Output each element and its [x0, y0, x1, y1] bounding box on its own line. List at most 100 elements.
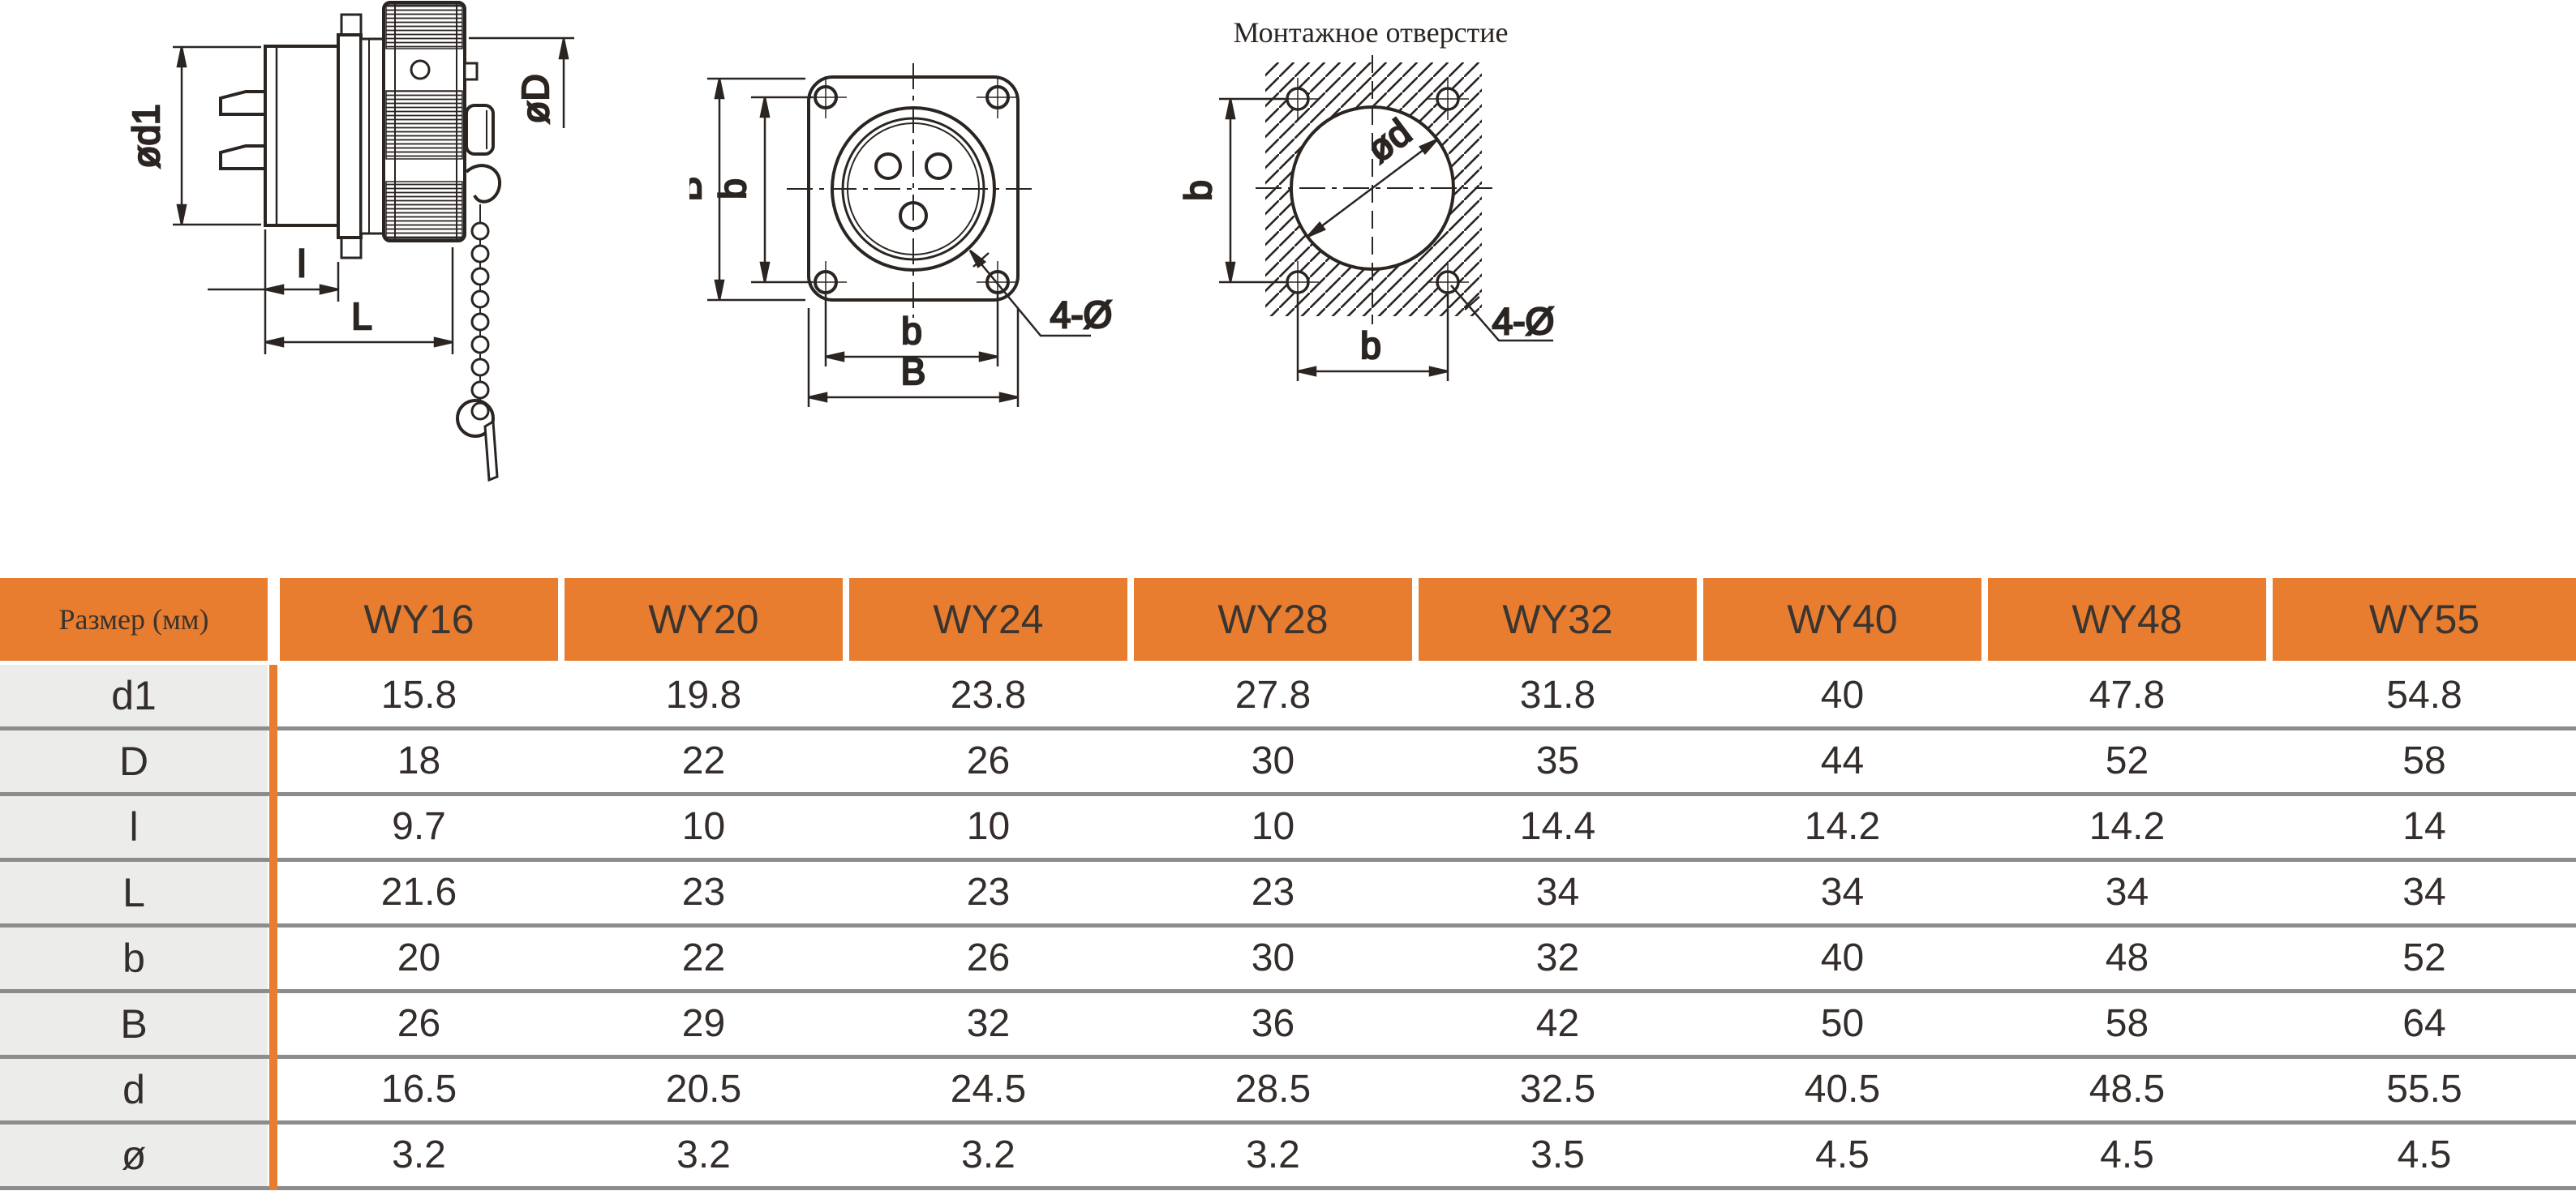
value-cell: 16.5 — [380, 1068, 457, 1111]
value-cell: 48.5 — [2089, 1068, 2166, 1111]
dim-label-B-bottom: B — [901, 350, 926, 392]
col-header-wy24: WY24 — [849, 578, 1127, 661]
value-cell: 36 — [1251, 1002, 1295, 1045]
value-cell: 22 — [681, 936, 726, 979]
col-header-wy40: WY40 — [1703, 578, 1981, 661]
value-cell: 40.5 — [1804, 1068, 1881, 1111]
value-cell: 30 — [1251, 739, 1295, 782]
value-cell: 23 — [1251, 871, 1295, 914]
holes-callout-label: 4-Ø — [1050, 293, 1113, 336]
value-cell: 26 — [966, 936, 1011, 979]
dimensions-table: Размер (мм) WY16 WY20 WY24 WY28 WY32 WY4… — [0, 578, 2576, 1190]
value-cell: 32 — [966, 1002, 1011, 1045]
value-cell: 9.7 — [392, 805, 446, 848]
table-row-diameter: ø 3.2 3.2 3.2 3.2 3.5 4.5 4.5 4.5 — [0, 1125, 2576, 1190]
value-cell: 10 — [1251, 805, 1295, 848]
dim-label-b-left: b — [711, 178, 753, 199]
table-row-d1: d1 15.8 19.8 23.8 27.8 31.8 40 47.8 54.8 — [0, 665, 2576, 730]
dust-cap-chain — [456, 164, 502, 482]
col-header-wy20: WY20 — [565, 578, 843, 661]
row-label: d — [0, 1059, 268, 1120]
value-cell: 20 — [397, 936, 441, 979]
dim-label-d1: ød1 — [125, 104, 167, 168]
row-label: ø — [0, 1125, 268, 1186]
value-cell: 47.8 — [2089, 674, 2166, 717]
mounting-hole-drawing: Монтажное отверстие b b — [1176, 16, 1556, 381]
value-cell: 34 — [2105, 871, 2149, 914]
value-cell: 31.8 — [1519, 674, 1596, 717]
table-row-b: b 20 22 26 30 32 40 48 52 — [0, 928, 2576, 993]
col-header-wy16: WY16 — [280, 578, 558, 661]
row-label: L — [0, 862, 268, 923]
value-cell: 15.8 — [380, 674, 457, 717]
table-header-size-label: Размер (мм) — [0, 578, 268, 661]
value-cell: 29 — [681, 1002, 726, 1045]
value-cell: 27.8 — [1234, 674, 1312, 717]
table-accent-stripe — [269, 665, 277, 1190]
value-cell: 48 — [2105, 936, 2149, 979]
dim-label-b-bottom: b — [901, 310, 922, 352]
value-cell: 3.2 — [676, 1133, 731, 1176]
value-cell: 20.5 — [665, 1068, 742, 1111]
flange-front-view-drawing: B b b B 4-Ø — [689, 63, 1114, 407]
table-row-d: d 16.5 20.5 24.5 28.5 32.5 40.5 48.5 55.… — [0, 1059, 2576, 1125]
value-cell: 3.2 — [1246, 1133, 1300, 1176]
row-label: b — [0, 928, 268, 989]
value-cell: 3.2 — [392, 1133, 446, 1176]
value-cell: 58 — [2402, 739, 2446, 782]
pin-hole — [874, 152, 902, 180]
value-cell: 64 — [2402, 1002, 2446, 1045]
table-row-L: L 21.6 23 23 23 34 34 34 34 — [0, 862, 2576, 928]
side-view-dimensions: ød1 øD l L — [124, 36, 574, 354]
value-cell: 24.5 — [950, 1068, 1027, 1111]
dim-label-b-bottom: b — [1360, 324, 1381, 366]
value-cell: 19.8 — [665, 674, 742, 717]
dim-label-L: L — [351, 295, 372, 337]
row-label: d1 — [0, 665, 268, 726]
value-cell: 3.2 — [961, 1133, 1015, 1176]
value-cell: 32.5 — [1519, 1068, 1596, 1111]
row-label: B — [0, 993, 268, 1055]
value-cell: 34 — [2402, 871, 2446, 914]
flange-face — [787, 63, 1038, 318]
table-row-D: D 18 22 26 30 35 44 52 58 — [0, 730, 2576, 796]
value-cell: 40 — [1820, 936, 1865, 979]
table-row-l: l 9.7 10 10 10 14.4 14.2 14.2 14 — [0, 796, 2576, 862]
value-cell: 52 — [2105, 739, 2149, 782]
panel-cutout — [1256, 55, 1492, 324]
table-row-B: B 26 29 32 36 42 50 58 64 — [0, 993, 2576, 1059]
dim-label-b-left: b — [1177, 180, 1219, 201]
value-cell: 34 — [1820, 871, 1865, 914]
row-label: D — [0, 730, 268, 792]
value-cell: 14.4 — [1519, 805, 1596, 848]
value-cell: 3.5 — [1531, 1133, 1585, 1176]
pin-blade — [219, 90, 267, 116]
value-cell: 14 — [2402, 805, 2446, 848]
value-cell: 22 — [681, 739, 726, 782]
value-cell: 18 — [397, 739, 441, 782]
dim-label-D: øD — [514, 74, 556, 123]
value-cell: 44 — [1820, 739, 1865, 782]
value-cell: 54.8 — [2386, 674, 2462, 717]
pin-blade — [219, 144, 267, 170]
value-cell: 50 — [1820, 1002, 1865, 1045]
value-cell: 4.5 — [2100, 1133, 2154, 1176]
value-cell: 10 — [681, 805, 726, 848]
value-cell: 35 — [1535, 739, 1580, 782]
col-header-wy55: WY55 — [2273, 578, 2576, 661]
value-cell: 32 — [1535, 936, 1580, 979]
value-cell: 10 — [966, 805, 1011, 848]
value-cell: 4.5 — [2397, 1133, 2452, 1176]
value-cell: 26 — [397, 1002, 441, 1045]
value-cell: 58 — [2105, 1002, 2149, 1045]
value-cell: 21.6 — [380, 871, 457, 914]
mounting-hole-dimensions: b b ød 4-Ø — [1176, 97, 1556, 381]
dim-label-B-left: B — [689, 177, 709, 202]
value-cell: 14.2 — [1804, 805, 1881, 848]
value-cell: 23 — [966, 871, 1011, 914]
value-cell: 34 — [1535, 871, 1580, 914]
value-cell: 55.5 — [2386, 1068, 2462, 1111]
col-header-wy32: WY32 — [1419, 578, 1697, 661]
flange-dimensions: B b b B 4-Ø — [689, 77, 1114, 407]
connector-side-view-drawing: ød1 øD l L — [124, 1, 574, 482]
